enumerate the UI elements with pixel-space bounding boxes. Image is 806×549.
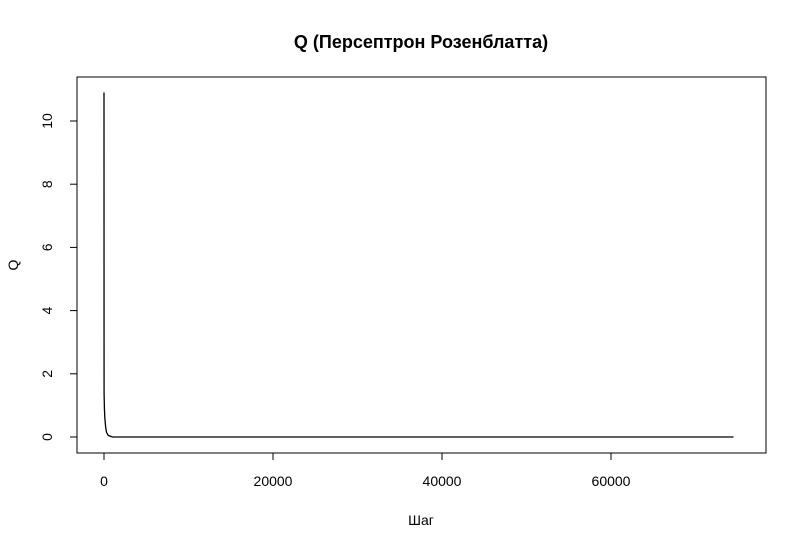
y-axis-label: Q: [5, 259, 21, 270]
y-tick-label: 4: [39, 306, 55, 314]
y-tick-label: 0: [39, 433, 55, 441]
series-line: [103, 92, 734, 438]
y-tick-label: 2: [39, 370, 55, 378]
x-axis-label: Шаг: [408, 512, 434, 528]
x-tick-label: 0: [100, 473, 108, 489]
x-tick-label: 20000: [254, 473, 293, 489]
x-tick-label: 60000: [592, 473, 631, 489]
x-tick-label: 40000: [423, 473, 462, 489]
chart-title: Q (Персептрон Розенблатта): [294, 32, 548, 52]
y-tick-label: 6: [39, 243, 55, 251]
series-layer: [103, 92, 734, 438]
y-axis: 0 2 4 6 8 10: [39, 113, 78, 441]
y-tick-label: 8: [39, 180, 55, 188]
plot-frame: [76, 76, 767, 454]
x-axis: 0 20000 40000 60000: [100, 452, 631, 489]
y-tick-label: 10: [39, 113, 55, 129]
